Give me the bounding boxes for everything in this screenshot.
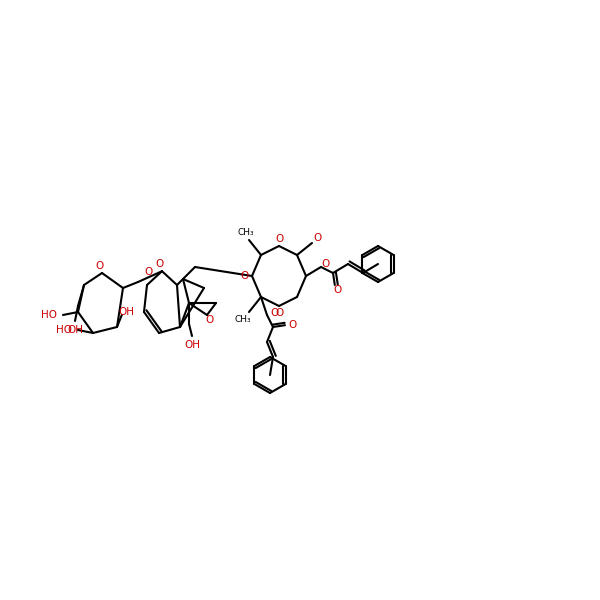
Text: O: O xyxy=(155,259,163,269)
Text: O: O xyxy=(322,259,330,269)
Text: CH₃: CH₃ xyxy=(235,315,251,324)
Text: O: O xyxy=(275,234,283,244)
Text: O: O xyxy=(95,261,103,271)
Text: OH: OH xyxy=(118,307,134,317)
Text: HO: HO xyxy=(41,310,57,320)
Text: O: O xyxy=(288,320,296,330)
Text: CH₃: CH₃ xyxy=(238,228,254,237)
Text: HO: HO xyxy=(56,325,72,335)
Text: O: O xyxy=(334,285,342,295)
Text: O: O xyxy=(314,233,322,243)
Text: O: O xyxy=(144,267,152,277)
Text: O: O xyxy=(270,308,278,318)
Text: O: O xyxy=(275,308,283,318)
Text: OH: OH xyxy=(184,340,200,350)
Text: O: O xyxy=(206,315,214,325)
Text: O: O xyxy=(241,271,249,281)
Text: OH: OH xyxy=(67,325,83,335)
